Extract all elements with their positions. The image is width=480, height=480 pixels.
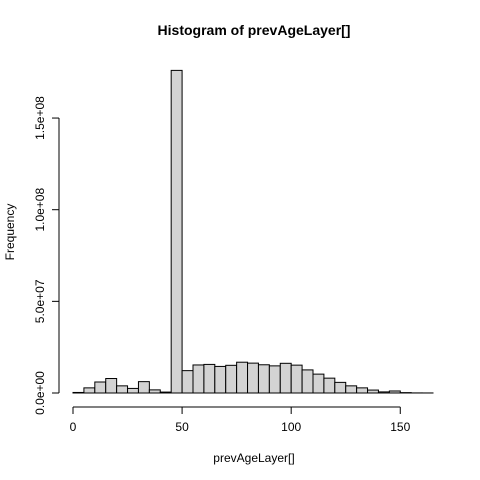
histogram-bar [148, 389, 161, 394]
bars-group [72, 69, 434, 394]
histogram-bar [225, 364, 238, 394]
histogram-bar [192, 364, 205, 394]
histogram-bar [203, 363, 216, 394]
histogram-bar [170, 69, 183, 394]
histogram-bar [247, 362, 259, 394]
histogram-bar [279, 362, 292, 394]
chart-title: Histogram of prevAgeLayer[] [158, 22, 351, 38]
x-tick-label: 0 [70, 420, 77, 434]
x-axis-label: prevAgeLayer[] [213, 451, 294, 465]
x-axis: 0 50 100 150 [70, 406, 411, 434]
y-axis: 0.0e+00 5.0e+07 1.0e+08 1.5e+08 [33, 96, 60, 415]
histogram-bar [105, 378, 118, 394]
x-tick-label: 100 [281, 420, 301, 434]
histogram-bar [356, 387, 369, 394]
histogram-bar [94, 381, 107, 394]
y-tick-label: 0.0e+00 [33, 371, 47, 415]
histogram-bar [301, 369, 314, 394]
histogram-bar [137, 381, 150, 394]
histogram-bar [323, 377, 336, 394]
histogram-bar [236, 361, 249, 394]
histogram-bar [159, 391, 172, 394]
histogram-bar [388, 390, 401, 394]
y-axis-label: Frequency [3, 204, 17, 261]
histogram-bar [257, 364, 270, 394]
histogram-bar [116, 385, 129, 394]
histogram-bar [72, 391, 85, 394]
y-tick-label: 1.5e+08 [33, 96, 47, 140]
y-tick-label: 1.0e+08 [33, 188, 47, 232]
histogram-bar [367, 389, 379, 394]
histogram-bar [83, 387, 96, 394]
histogram-bar [334, 381, 347, 394]
histogram-bar [127, 387, 139, 394]
x-tick-label: 150 [390, 420, 410, 434]
histogram-bar [312, 373, 325, 394]
histogram-bar [377, 391, 390, 394]
histogram-bar [345, 385, 358, 394]
y-tick-label: 5.0e+07 [33, 279, 47, 323]
histogram-bar [290, 364, 303, 394]
histogram-bar [181, 370, 194, 394]
histogram-bar [214, 365, 227, 394]
histogram-bar [268, 365, 281, 394]
x-tick-label: 50 [175, 420, 189, 434]
